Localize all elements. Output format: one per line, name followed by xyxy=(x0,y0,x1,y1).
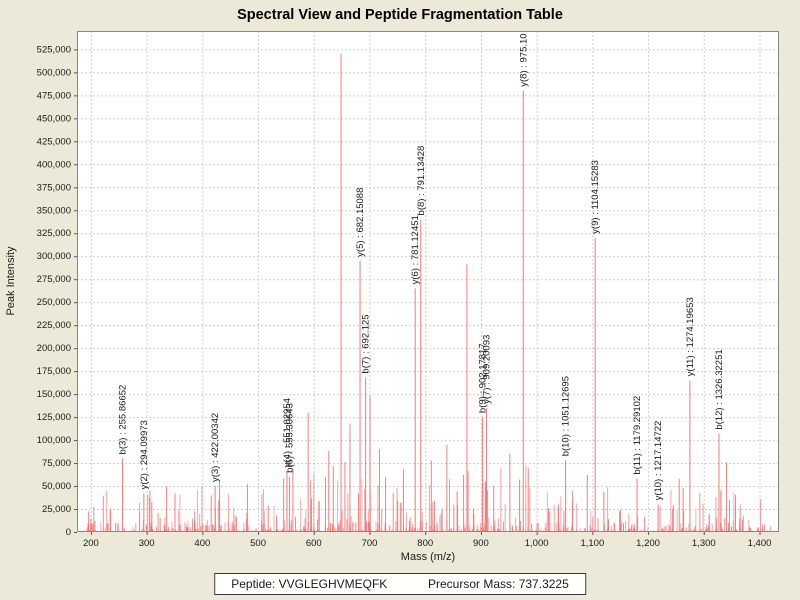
y-tick-label: 400,000 xyxy=(37,159,71,170)
x-tick-label: 1,100 xyxy=(580,538,604,549)
fragment-peak-label: b(11) : 1179.29102 xyxy=(632,396,643,475)
y-axis-title: Peak Intensity xyxy=(5,246,17,316)
y-tick-label: 450,000 xyxy=(37,113,71,124)
fragment-peak-label: b(10) : 1051.12695 xyxy=(561,376,572,456)
y-tick-label: 475,000 xyxy=(37,90,71,101)
fragment-peak-label: y(2) : 294.09973 xyxy=(139,420,150,489)
fragment-peak-label: y(3) : 422.00342 xyxy=(210,413,221,482)
peptide-info-box: Peptide: VVGLEGHVMEQFK Precursor Mass: 7… xyxy=(214,573,586,595)
y-tick-label: 375,000 xyxy=(37,182,71,193)
fragment-peak-label: y(6) : 781.12451 xyxy=(410,215,421,284)
y-tick-label: 200,000 xyxy=(37,343,71,354)
y-tick-label: 500,000 xyxy=(37,67,71,78)
fragment-peak-label: b(6) : 555.30643 xyxy=(284,403,295,473)
x-tick-label: 200 xyxy=(83,538,99,549)
x-tick-label: 1,300 xyxy=(692,538,716,549)
x-tick-label: 800 xyxy=(417,538,433,549)
fragment-peak-label: y(10) : 1217.14722 xyxy=(653,421,664,501)
fragment-peak-label: y(5) : 682.15088 xyxy=(355,188,366,257)
chart-title: Spectral View and Peptide Fragmentation … xyxy=(237,7,563,23)
x-tick-label: 300 xyxy=(139,538,155,549)
x-tick-label: 1,000 xyxy=(525,538,549,549)
x-tick-label: 400 xyxy=(194,538,210,549)
x-axis-title: Mass (m/z) xyxy=(401,551,455,563)
y-tick-label: 25,000 xyxy=(42,504,71,515)
y-tick-label: 250,000 xyxy=(37,297,71,308)
fragment-peak-label: b(8) : 791.13428 xyxy=(416,146,427,216)
x-tick-label: 700 xyxy=(362,538,378,549)
y-tick-label: 75,000 xyxy=(42,458,71,469)
x-tick-label: 900 xyxy=(473,538,489,549)
plot-border xyxy=(77,31,779,532)
fragment-peak-label: y(4) : 551.02954 xyxy=(282,398,293,467)
fragment-peak-label: y(11) : 1274.19653 xyxy=(685,297,696,376)
fragment-peak-label: y(8) : 975.10 xyxy=(518,33,529,86)
spectrum-chart: Spectral View and Peptide Fragmentation … xyxy=(5,7,779,563)
y-tick-label: 300,000 xyxy=(37,251,71,262)
gridlines xyxy=(77,31,779,532)
y-tick-label: 0 xyxy=(66,527,71,538)
y-tick-label: 150,000 xyxy=(37,389,71,400)
y-tick-label: 125,000 xyxy=(37,412,71,423)
axes: 200 300 400 500 600 700 800 900 1,000 1,100 1,200 1… xyxy=(37,44,772,549)
x-tick-label: 500 xyxy=(250,538,266,549)
x-tick-label: 1,200 xyxy=(636,538,660,549)
fragment-peak-label: b(7) : 692.125 xyxy=(361,314,372,373)
fragment-peak-label: b(9) : 902.17817 xyxy=(478,343,489,413)
fragment-peak-label: y(7) : 909.20093 xyxy=(482,335,493,404)
y-tick-label: 50,000 xyxy=(42,481,71,492)
plot-area[interactable]: 200 300 400 500 600 700 800 900 1,000 1,100 1,200 1… xyxy=(37,31,779,549)
y-tick-label: 275,000 xyxy=(37,274,71,285)
precursor-mass-value: 737.3225 xyxy=(518,577,569,591)
y-tick-label: 100,000 xyxy=(37,435,71,446)
y-tick-label: 350,000 xyxy=(37,205,71,216)
y-tick-label: 225,000 xyxy=(37,320,71,331)
fragment-peak-label: b(12) : 1326.32251 xyxy=(714,349,725,429)
fragment-peak-label: b(3) : 255.86652 xyxy=(118,385,129,455)
y-tick-label: 175,000 xyxy=(37,366,71,377)
fragment-peak-label: y(9) : 1104.15283 xyxy=(590,160,601,234)
peptide-value: VVGLEGHVMEQFK xyxy=(278,577,388,591)
precursor-mass-label: Precursor Mass: xyxy=(428,577,516,591)
peptide-label: Peptide: xyxy=(231,577,276,591)
y-tick-label: 525,000 xyxy=(37,44,71,55)
y-tick-label: 325,000 xyxy=(37,228,71,239)
y-tick-label: 425,000 xyxy=(37,136,71,147)
x-tick-label: 600 xyxy=(306,538,322,549)
x-tick-label: 1,400 xyxy=(748,538,772,549)
plot-background xyxy=(77,31,779,532)
